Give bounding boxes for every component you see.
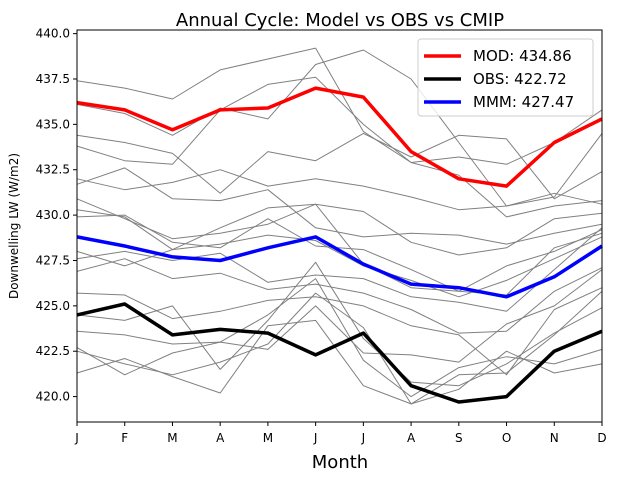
cmip-model-line-16 bbox=[76, 278, 603, 398]
x-tick-label: D bbox=[597, 431, 606, 445]
x-axis-label: Month bbox=[312, 452, 368, 473]
legend-box bbox=[417, 38, 594, 117]
cmip-model-line-17 bbox=[76, 290, 603, 405]
mmm-legend-label: MMM: 427.47 bbox=[473, 93, 574, 111]
mod-series-line bbox=[76, 86, 603, 188]
cmip-model-line-13 bbox=[76, 287, 603, 376]
mod-legend-label: MOD: 434.86 bbox=[473, 47, 572, 65]
cmip-model-line-1 bbox=[76, 47, 603, 165]
y-tick-label: 435.0 bbox=[36, 117, 70, 131]
x-tick-label: A bbox=[216, 431, 225, 445]
y-tick-label: 420.0 bbox=[36, 390, 70, 404]
axes-frame bbox=[76, 29, 603, 423]
cmip-model-line-2 bbox=[76, 49, 603, 207]
cmip-model-line-8 bbox=[76, 203, 603, 296]
obs-legend-label: OBS: 422.72 bbox=[473, 70, 567, 88]
cmip-model-line-6 bbox=[76, 167, 603, 245]
cmip-model-line-9 bbox=[76, 214, 603, 292]
y-axis-ticks: 420.0 422.5 425.0 427.5 430.0 432.5 435.0 437.5… bbox=[36, 27, 77, 404]
cmip-model-line-3 bbox=[76, 132, 603, 200]
obs-series-line bbox=[76, 302, 603, 404]
y-axis-label: Downwelling LW (W/m2) bbox=[7, 153, 21, 299]
cmip-model-line-14 bbox=[76, 261, 603, 387]
y-tick-label: 440.0 bbox=[36, 27, 70, 41]
x-tick-label: M bbox=[167, 431, 177, 445]
y-tick-label: 425.0 bbox=[36, 299, 70, 313]
x-tick-label: J bbox=[361, 431, 366, 445]
cmip-model-line-4 bbox=[76, 76, 603, 218]
x-tick-label: F bbox=[121, 431, 128, 445]
y-tick-label: 422.5 bbox=[36, 344, 70, 358]
cmip-model-line-18 bbox=[76, 319, 603, 405]
mmm-series-line bbox=[76, 235, 603, 299]
cmip-model-line-12 bbox=[76, 258, 603, 334]
x-tick-label: J bbox=[74, 431, 79, 445]
x-tick-label: O bbox=[502, 431, 511, 445]
cmip-model-lines bbox=[76, 47, 603, 405]
cmip-model-line-15 bbox=[76, 269, 603, 363]
y-tick-label: 430.0 bbox=[36, 208, 70, 222]
x-tick-label: S bbox=[455, 431, 463, 445]
cmip-model-line-5 bbox=[76, 169, 603, 211]
y-tick-label: 427.5 bbox=[36, 253, 70, 267]
legend: MOD: 434.86 OBS: 422.72 MMM: 427.47 bbox=[417, 38, 594, 117]
cmip-model-line-7 bbox=[76, 198, 603, 256]
cmip-model-line-10 bbox=[76, 234, 603, 298]
x-tick-label: M bbox=[263, 431, 273, 445]
highlighted-series-lines bbox=[76, 86, 603, 404]
x-tick-label: A bbox=[407, 431, 416, 445]
cmip-model-line-11 bbox=[76, 227, 603, 312]
y-tick-label: 432.5 bbox=[36, 163, 70, 177]
y-tick-label: 437.5 bbox=[36, 72, 70, 86]
x-tick-label: J bbox=[313, 431, 318, 445]
x-tick-label: N bbox=[550, 431, 559, 445]
chart-title: Annual Cycle: Model vs OBS vs CMIP bbox=[176, 10, 504, 31]
